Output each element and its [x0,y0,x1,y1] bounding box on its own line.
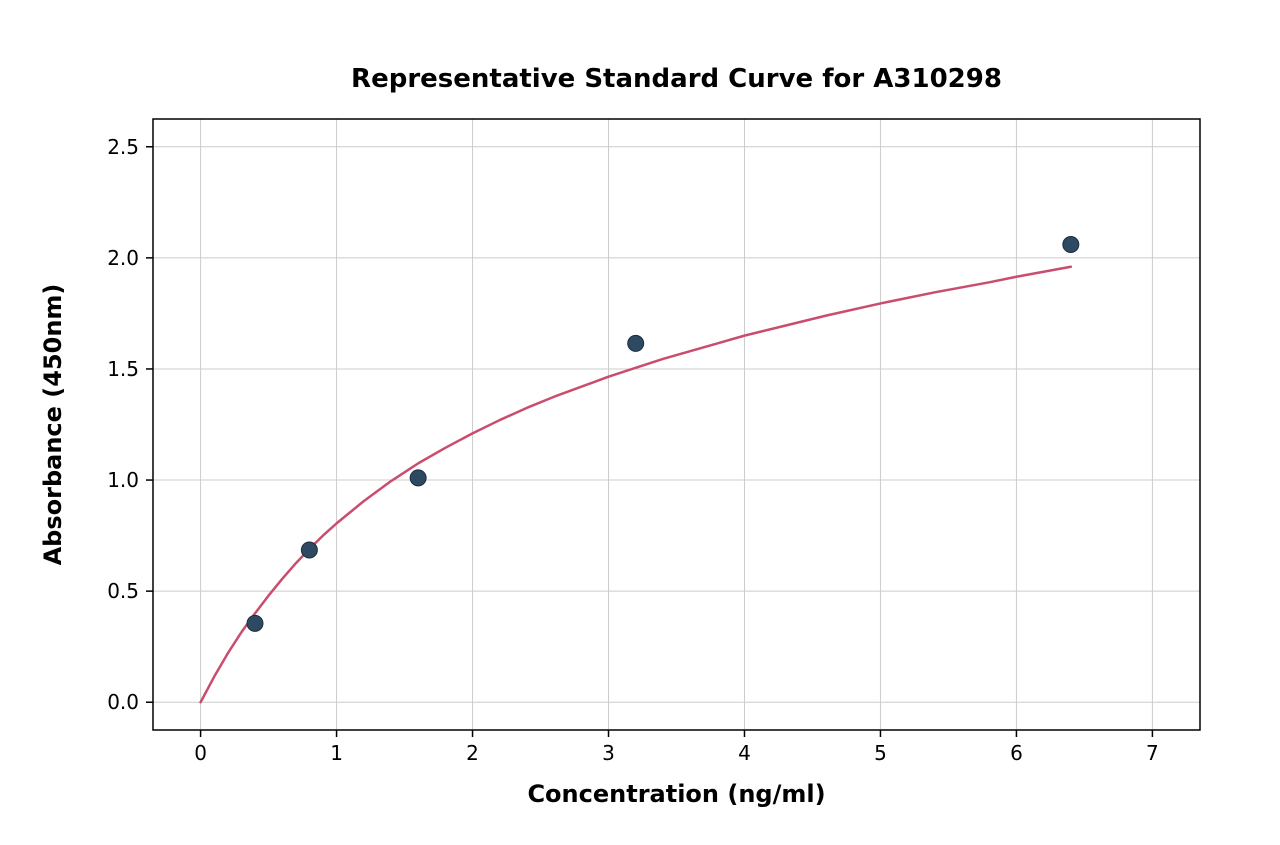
y-tick-label: 2.0 [107,246,139,270]
x-tick-label: 0 [194,741,207,765]
x-axis-label: Concentration (ng/ml) [527,780,825,808]
chart-background [0,0,1280,845]
y-tick-label: 0.5 [107,579,139,603]
y-tick-label: 2.5 [107,135,139,159]
x-tick-label: 1 [330,741,343,765]
standard-curve-chart: 0 1 2 3 4 5 6 7 0.0 0.5 1.0 1.5 2.0 2.5 Concentration … [0,0,1280,845]
y-tick-label: 0.0 [107,690,139,714]
data-point [410,470,426,486]
y-axis-label: Absorbance (450nm) [39,284,67,566]
y-tick-label: 1.5 [107,357,139,381]
data-point [1063,237,1079,253]
x-tick-label: 7 [1146,741,1159,765]
chart-container: 0 1 2 3 4 5 6 7 0.0 0.5 1.0 1.5 2.0 2.5 Concentration … [0,0,1280,845]
x-tick-label: 3 [602,741,615,765]
data-point [247,615,263,631]
data-point [301,542,317,558]
x-tick-label: 6 [1010,741,1023,765]
x-tick-label: 5 [874,741,887,765]
y-tick-label: 1.0 [107,468,139,492]
x-tick-label: 2 [466,741,479,765]
data-point [628,335,644,351]
x-tick-label: 4 [738,741,751,765]
chart-title: Representative Standard Curve for A31029… [351,64,1002,94]
